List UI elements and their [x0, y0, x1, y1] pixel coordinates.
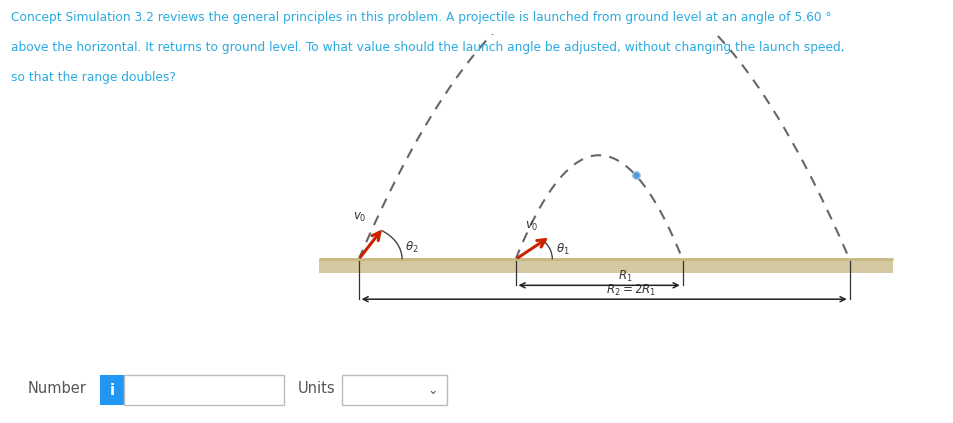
Text: Units: Units	[297, 381, 335, 396]
Text: ⌄: ⌄	[427, 384, 437, 397]
Text: Concept Simulation 3.2 reviews the general principles in this problem. A project: Concept Simulation 3.2 reviews the gener…	[11, 11, 831, 24]
Text: Number: Number	[28, 381, 87, 396]
Text: $\theta_2$: $\theta_2$	[405, 239, 418, 255]
Text: $R_1$: $R_1$	[618, 269, 633, 284]
Text: $v_0$: $v_0$	[353, 211, 367, 224]
Text: so that the range doubles?: so that the range doubles?	[11, 71, 176, 85]
Bar	[341, 375, 447, 405]
Bar	[100, 375, 124, 405]
Text: $R_2 = 2R_1$: $R_2 = 2R_1$	[605, 283, 656, 298]
Bar	[124, 375, 284, 405]
Text: i: i	[110, 382, 114, 398]
Text: above the horizontal. It returns to ground level. To what value should the launc: above the horizontal. It returns to grou…	[11, 41, 844, 54]
Text: $v_0$: $v_0$	[524, 220, 538, 233]
Text: $\theta_1$: $\theta_1$	[555, 242, 569, 257]
Bar	[318, 259, 892, 273]
